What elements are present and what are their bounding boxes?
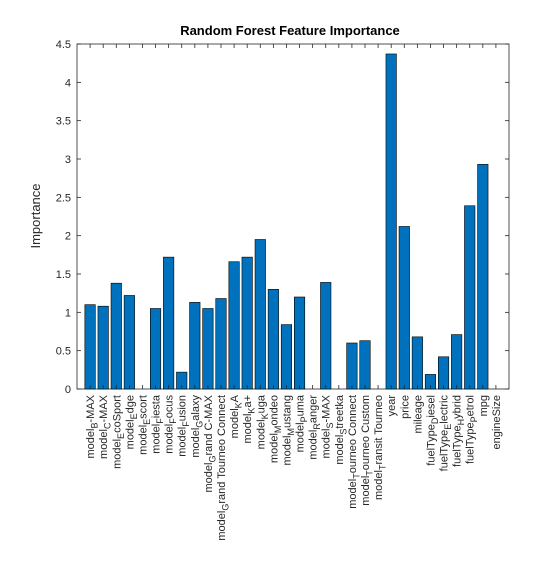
- y-axis-label: Importance: [28, 183, 43, 248]
- x-tick-label: modelMustang: [281, 395, 296, 466]
- bar: [385, 53, 397, 390]
- bar: [254, 239, 266, 390]
- y-tick-label: 4.5: [56, 39, 71, 51]
- x-tick-label: modelFusion: [177, 395, 192, 457]
- x-tick-label: fuelTypeHybrid: [452, 395, 467, 467]
- bar: [280, 324, 292, 390]
- axes-box: [76, 43, 510, 390]
- bar: [346, 342, 358, 390]
- y-tick-label: 0.5: [56, 346, 71, 358]
- x-tick-label: modelTransit Tourneo: [373, 395, 388, 500]
- x-tick-label: modelMondeo: [268, 395, 283, 463]
- y-tick-label: 4: [65, 77, 71, 89]
- x-tick-label: modelPuma: [295, 394, 310, 452]
- x-tick-label: fuelTypeElectric: [439, 395, 454, 472]
- x-tick-label: fuelTypePetrol: [465, 395, 480, 464]
- x-tick-label: modelStreetka: [334, 394, 349, 464]
- bar: [464, 205, 476, 390]
- y-tick-label: 2.5: [56, 192, 71, 204]
- bar: [451, 334, 463, 390]
- x-tick-label: modelFocus: [164, 395, 179, 454]
- bar: [215, 298, 227, 390]
- x-tick-label: modelEcoSport: [111, 395, 126, 469]
- x-tick-label: modelKa+: [242, 395, 257, 444]
- x-tick-label: modelGalaxy: [190, 395, 205, 458]
- bar: [163, 256, 175, 390]
- x-tick-label: modelS-MAX: [321, 394, 336, 458]
- x-tick-label: mileage: [412, 395, 424, 434]
- x-tick-label: modelEscort: [137, 395, 152, 455]
- bar: [189, 302, 201, 390]
- bar: [241, 256, 253, 390]
- bar: [438, 356, 450, 390]
- plot-area: 0 0.5 1 1.5 2 2.5 3 3.5 4 4.5 modelB-MAXmodelC-MAX…: [56, 39, 510, 541]
- x-tick-label: modelRanger: [308, 395, 323, 460]
- x-tick-label: modelGrand Tourneo Connect: [216, 395, 231, 541]
- x-tick-label: modelFiesta: [151, 394, 166, 454]
- x-tick-label: modelTourneo Custom: [360, 395, 375, 506]
- x-tick-label: modelTourneo Connect: [347, 395, 362, 509]
- bar: [202, 308, 214, 390]
- x-tick-label: modelKuga: [255, 394, 270, 449]
- bar: [398, 226, 410, 390]
- x-tick-label: fuelTypeDiesel: [425, 395, 440, 466]
- bar: [359, 340, 371, 390]
- chart-title: Random Forest Feature Importance: [180, 23, 400, 38]
- y-tick-label: 2: [65, 231, 71, 243]
- y-tick-label: 0: [65, 384, 71, 396]
- y-tick-label: 1.5: [56, 269, 71, 281]
- x-tick-label: engineSize: [491, 395, 503, 449]
- bar: [320, 282, 332, 390]
- bar: [84, 304, 96, 390]
- bar: [267, 289, 279, 390]
- bar: [150, 308, 162, 390]
- x-tick-label: price: [399, 395, 411, 419]
- y-tick-label: 1: [65, 307, 71, 319]
- bar: [110, 282, 122, 390]
- bar: [228, 261, 240, 390]
- x-tick-label: modelGrand C-MAX: [203, 394, 218, 492]
- bar: [97, 305, 109, 390]
- bar: [411, 336, 423, 390]
- y-tick-label: 3.5: [56, 116, 71, 128]
- x-tick-label: mpg: [478, 395, 490, 416]
- x-tick-label: modelEdge: [124, 395, 139, 449]
- x-tick-label: modelB-MAX: [85, 394, 100, 458]
- y-tick-label: 3: [65, 154, 71, 166]
- x-tick-label: modelKA: [229, 394, 244, 438]
- bar: [294, 296, 306, 390]
- x-tick-label: modelC-MAX: [98, 394, 113, 459]
- bar: [123, 295, 135, 390]
- x-tick-label: year: [386, 395, 398, 417]
- bar: [477, 164, 489, 390]
